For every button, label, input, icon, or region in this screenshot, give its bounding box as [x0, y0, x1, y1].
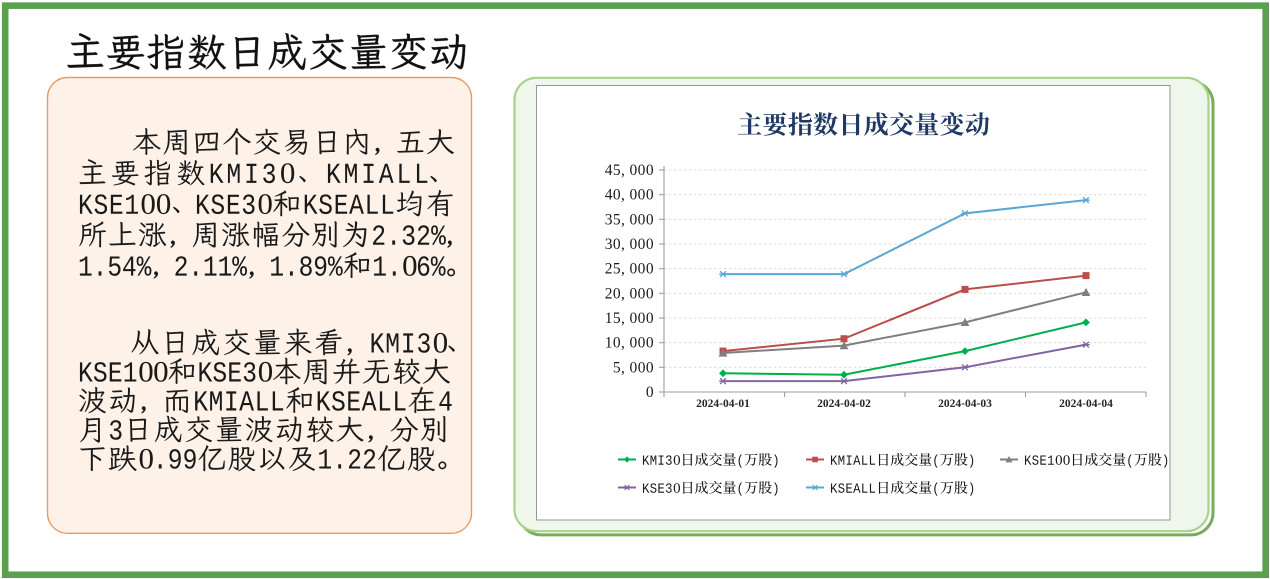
svg-text:35, 000: 35, 000 — [605, 211, 654, 228]
svg-text:2024-04-03: 2024-04-03 — [938, 398, 992, 410]
svg-text:2024-04-01: 2024-04-01 — [696, 398, 750, 410]
svg-text:25, 000: 25, 000 — [605, 261, 654, 278]
svg-text:2024-04-02: 2024-04-02 — [817, 398, 871, 410]
svg-text:45, 000: 45, 000 — [605, 162, 654, 179]
svg-text:5, 000: 5, 000 — [613, 359, 654, 376]
svg-text:2024-04-04: 2024-04-04 — [1059, 398, 1113, 410]
svg-text:0: 0 — [646, 384, 654, 401]
svg-text:15, 000: 15, 000 — [605, 310, 654, 327]
svg-text:10, 000: 10, 000 — [605, 335, 654, 352]
svg-text:20, 000: 20, 000 — [605, 285, 654, 302]
svg-text:30, 000: 30, 000 — [605, 236, 654, 253]
svg-text:40, 000: 40, 000 — [605, 187, 654, 204]
